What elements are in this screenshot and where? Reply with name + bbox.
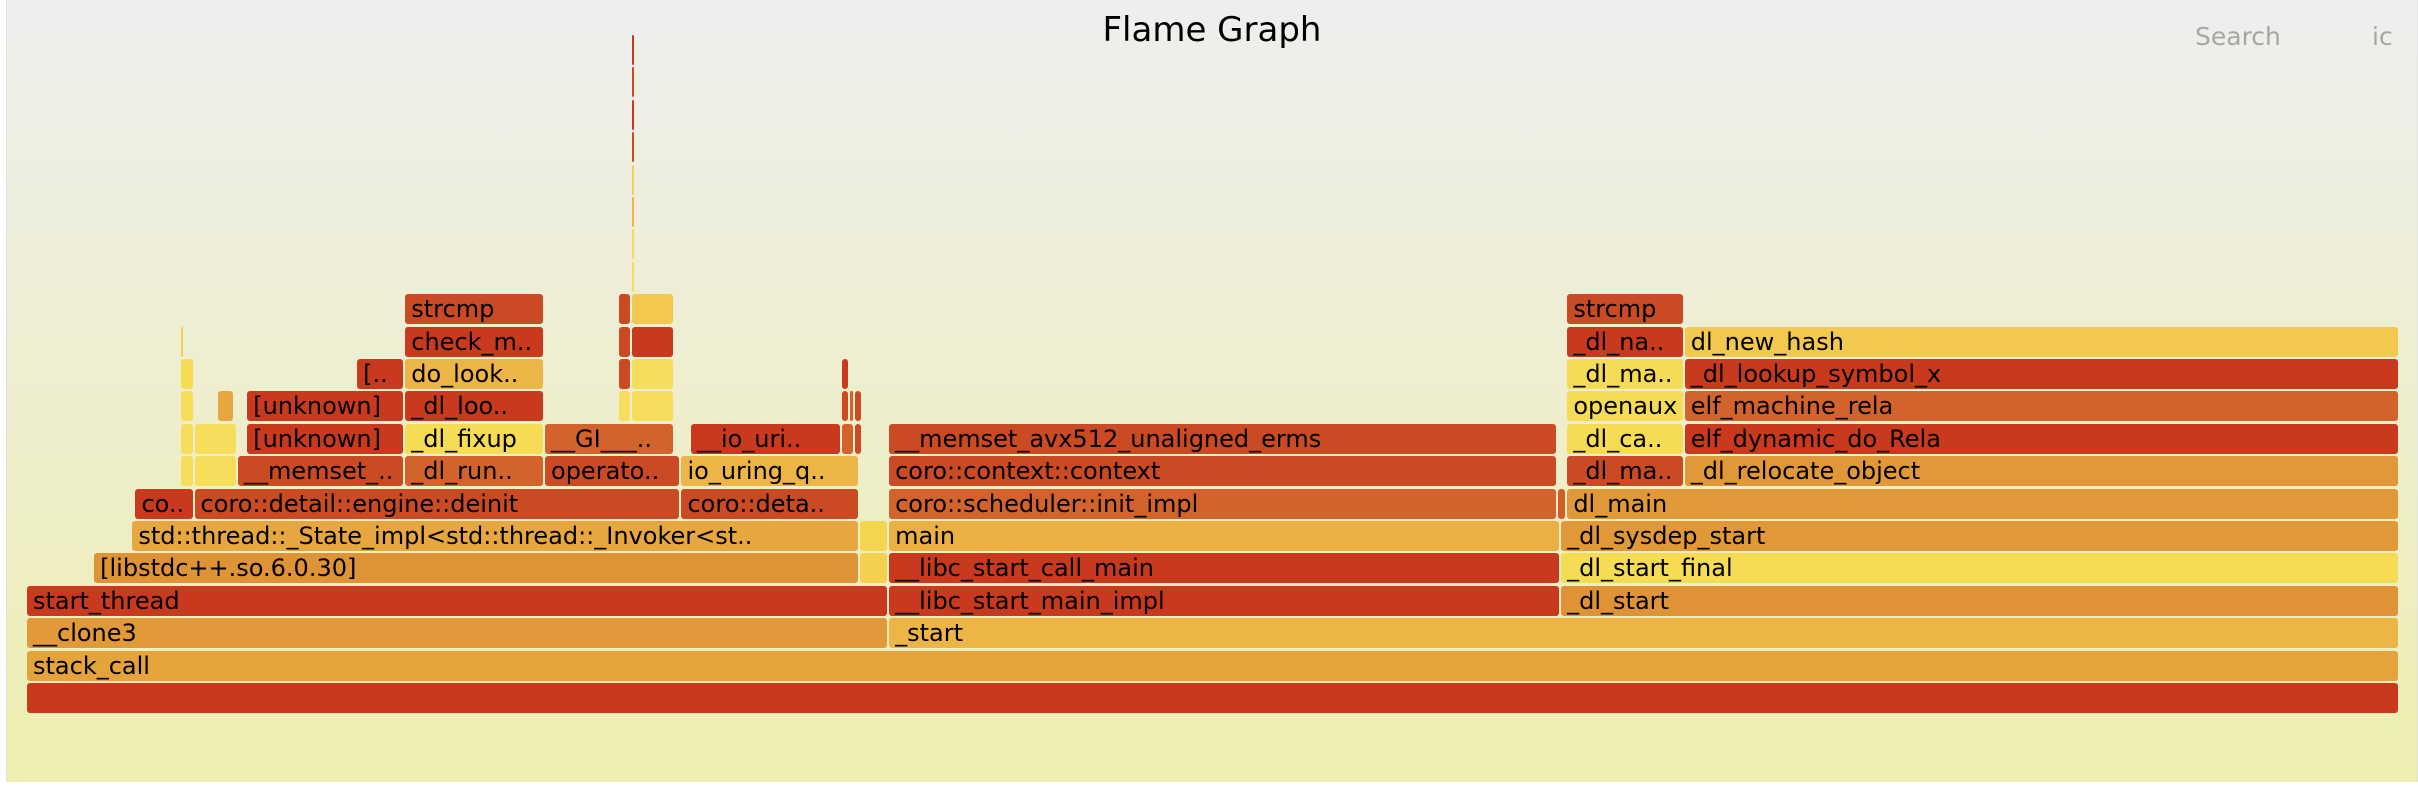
flame-frame[interactable]: _dl_start_final — [1561, 553, 2398, 584]
flame-frame[interactable] — [631, 99, 634, 130]
flame-frame[interactable]: stack_call — [27, 650, 2398, 681]
flame-frame[interactable] — [855, 391, 861, 422]
flame-frame[interactable]: [libstdc++.so.6.0.30] — [94, 553, 858, 584]
page-title: Flame Graph — [1102, 10, 1322, 50]
flame-frame[interactable]: [unknown] — [247, 391, 404, 422]
flame-frame[interactable] — [842, 391, 849, 422]
flame-frame[interactable]: io_uring_q.. — [681, 456, 858, 487]
flame-frame[interactable]: start_thread — [27, 585, 888, 616]
flame-frame[interactable]: _dl_sysdep_start — [1561, 521, 2398, 551]
flame-frame[interactable]: _dl_lookup_symbol_x — [1684, 359, 2398, 389]
flame-frame[interactable] — [631, 229, 634, 260]
flame-frame[interactable]: std::thread::_State_impl<std::thread::_I… — [132, 521, 858, 551]
flame-frame[interactable]: elf_dynamic_do_Rela — [1684, 423, 2398, 454]
flame-frame[interactable] — [631, 359, 674, 389]
flame-frame[interactable] — [619, 326, 630, 357]
flame-frame[interactable] — [631, 294, 674, 325]
flame-frame[interactable] — [631, 132, 634, 163]
flame-frame[interactable] — [1558, 488, 1566, 519]
flame-frame[interactable]: elf_machine_rela — [1684, 391, 2398, 422]
flame-frame[interactable]: do_look.. — [405, 359, 544, 389]
flame-frame[interactable]: _start — [889, 618, 2398, 649]
flame-frame[interactable]: [unknown] — [247, 423, 404, 454]
flame-frame[interactable]: coro::context::context — [889, 456, 1557, 487]
flame-frame[interactable] — [631, 35, 634, 65]
flame-frame[interactable]: __io_uri.. — [690, 423, 841, 454]
flame-frame[interactable]: check_m.. — [405, 326, 544, 357]
flame-frame[interactable]: __memset_avx512_unaligned_erms — [889, 423, 1557, 454]
flame-frame[interactable]: _dl_start — [1561, 585, 2398, 616]
flame-frame[interactable]: _dl_run.. — [405, 456, 544, 487]
flame-frame[interactable] — [631, 197, 634, 227]
flame-frame[interactable] — [217, 391, 233, 422]
flame-frame[interactable]: [.. — [357, 359, 404, 389]
flame-frame[interactable]: coro::deta.. — [681, 488, 858, 519]
flame-frame[interactable]: __libc_start_call_main — [889, 553, 1560, 584]
flame-frame[interactable] — [855, 423, 861, 454]
flame-frame[interactable]: __GI___.. — [545, 423, 674, 454]
flame-frame[interactable] — [859, 553, 888, 584]
flame-frame[interactable] — [850, 391, 854, 422]
flame-frame[interactable] — [842, 359, 849, 389]
flame-frame[interactable] — [194, 456, 236, 487]
flame-frame[interactable] — [631, 391, 674, 422]
flame-frame[interactable] — [631, 326, 674, 357]
flame-frame[interactable] — [859, 521, 888, 551]
flame-frame[interactable]: dl_new_hash — [1684, 326, 2398, 357]
flame-frame[interactable]: dl_main — [1567, 488, 2398, 519]
flame-frame[interactable] — [180, 359, 193, 389]
flame-frame[interactable]: _dl_loo.. — [405, 391, 544, 422]
flame-frame[interactable]: co.. — [135, 488, 193, 519]
flame-frame[interactable]: _dl_fixup — [405, 423, 544, 454]
flame-frame[interactable]: main — [889, 521, 1560, 551]
flame-frame[interactable] — [631, 67, 634, 98]
flame-frame[interactable] — [631, 261, 634, 292]
flame-frame[interactable]: _dl_relocate_object — [1684, 456, 2398, 487]
flame-frame[interactable] — [842, 423, 854, 454]
flame-frame[interactable] — [180, 326, 183, 357]
flame-frame[interactable]: coro::detail::engine::deinit — [194, 488, 680, 519]
flame-frame[interactable]: openaux — [1567, 391, 1683, 422]
search-button[interactable]: Search — [2195, 22, 2281, 51]
flame-frame[interactable]: strcmp — [1567, 294, 1683, 325]
flame-frame[interactable] — [631, 164, 634, 195]
ignore-case-toggle[interactable]: ic — [2372, 22, 2393, 51]
flame-frame[interactable] — [619, 391, 630, 422]
flame-frame[interactable]: _dl_na.. — [1567, 326, 1683, 357]
flame-frame[interactable]: strcmp — [405, 294, 544, 325]
flame-frame[interactable] — [180, 391, 193, 422]
flame-frame[interactable] — [619, 359, 630, 389]
flame-frame[interactable]: _dl_ma.. — [1567, 359, 1683, 389]
flame-frame[interactable] — [194, 423, 236, 454]
flame-frame[interactable] — [180, 423, 193, 454]
flame-frame[interactable] — [619, 294, 630, 325]
flame-frame[interactable]: operato.. — [545, 456, 680, 487]
flame-frame[interactable]: __memset_.. — [237, 456, 404, 487]
flamegraph-canvas: Flame Graph Search ic stack_call __clone3… — [6, 0, 2418, 782]
flame-frame[interactable]: coro::scheduler::init_impl — [889, 488, 1557, 519]
flame-frame[interactable]: __clone3 — [27, 618, 888, 649]
flame-frame[interactable] — [27, 683, 2398, 713]
flame-frame[interactable] — [180, 456, 193, 487]
flame-frame[interactable]: _dl_ma.. — [1567, 456, 1683, 487]
flame-frame[interactable]: _dl_ca.. — [1567, 423, 1683, 454]
flame-frame[interactable]: __libc_start_main_impl — [889, 585, 1560, 616]
